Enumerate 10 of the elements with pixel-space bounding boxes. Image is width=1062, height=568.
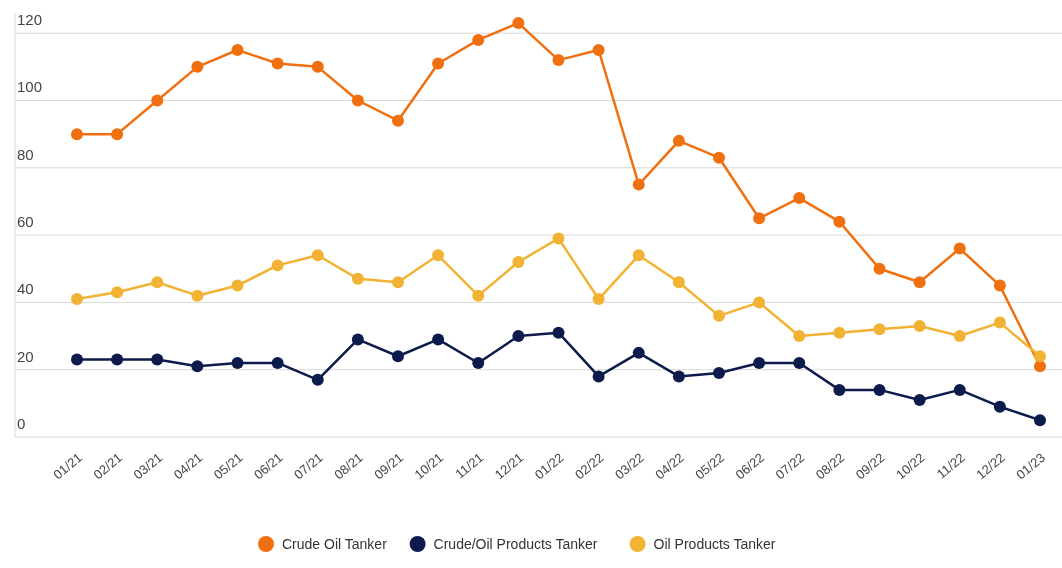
y-tick-label: 120	[17, 11, 43, 29]
y-tick-label: 20	[17, 347, 34, 365]
legend-label: Crude Oil Tanker	[282, 536, 388, 552]
legend-label: Crude/Oil Products Tanker	[433, 536, 598, 552]
y-tick-label: 0	[17, 415, 26, 432]
y-tick-label: 40	[17, 280, 34, 298]
y-tick-label: 100	[17, 78, 43, 96]
legend-label: Oil Products Tanker	[653, 536, 776, 552]
y-tick-label: 60	[17, 213, 34, 231]
y-tick-label: 80	[17, 145, 34, 163]
